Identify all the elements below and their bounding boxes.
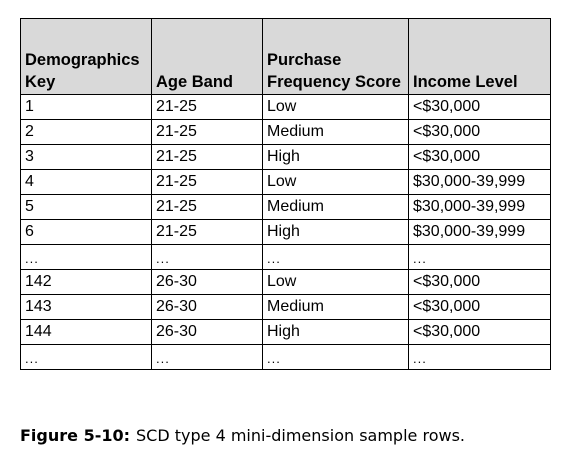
cell-ellipsis: ...	[151, 244, 263, 270]
cell-age-band: 26-30	[151, 319, 263, 345]
cell-demographics-key: 144	[20, 319, 152, 345]
cell-income-level: <$30,000	[408, 119, 551, 145]
header-age-band: Age Band	[151, 18, 263, 95]
cell-purchase-frequency-score: High	[262, 319, 409, 345]
cell-income-level: <$30,000	[408, 144, 551, 170]
header-purchase-frequency-score: Purchase Frequency Score	[262, 18, 409, 95]
cell-income-level: $30,000-39,999	[408, 219, 551, 245]
cell-income-level: <$30,000	[408, 319, 551, 345]
cell-demographics-key: 142	[20, 269, 152, 295]
figure-caption-text: SCD type 4 mini-dimension sample rows.	[136, 426, 465, 445]
cell-ellipsis: ...	[262, 344, 409, 370]
table-row: 144 26-30 High <$30,000	[20, 319, 551, 345]
cell-purchase-frequency-score: Low	[262, 269, 409, 295]
cell-ellipsis: ...	[20, 244, 152, 270]
cell-purchase-frequency-score: High	[262, 144, 409, 170]
header-income-level: Income Level	[408, 18, 551, 95]
table-row: 2 21-25 Medium <$30,000	[20, 119, 551, 145]
cell-purchase-frequency-score: Low	[262, 169, 409, 195]
cell-purchase-frequency-score: Low	[262, 94, 409, 120]
cell-purchase-frequency-score: Medium	[262, 194, 409, 220]
cell-demographics-key: 6	[20, 219, 152, 245]
table-row: 143 26-30 Medium <$30,000	[20, 294, 551, 320]
cell-demographics-key: 143	[20, 294, 152, 320]
table-header-row: Demographics Key Age Band Purchase Frequ…	[20, 18, 551, 95]
table-row-ellipsis: ... ... ... ...	[20, 244, 551, 270]
table-row: 4 21-25 Low $30,000-39,999	[20, 169, 551, 195]
table-row-ellipsis: ... ... ... ...	[20, 344, 551, 370]
cell-income-level: <$30,000	[408, 269, 551, 295]
cell-income-level: $30,000-39,999	[408, 194, 551, 220]
table-row: 1 21-25 Low <$30,000	[20, 94, 551, 120]
cell-age-band: 21-25	[151, 144, 263, 170]
figure-caption: Figure 5-10: SCD type 4 mini-dimension sa…	[20, 426, 465, 445]
cell-ellipsis: ...	[151, 344, 263, 370]
cell-purchase-frequency-score: High	[262, 219, 409, 245]
cell-demographics-key: 5	[20, 194, 152, 220]
table-row: 6 21-25 High $30,000-39,999	[20, 219, 551, 245]
cell-age-band: 21-25	[151, 169, 263, 195]
figure-caption-label: Figure 5-10:	[20, 426, 131, 445]
cell-age-band: 26-30	[151, 294, 263, 320]
cell-age-band: 21-25	[151, 119, 263, 145]
cell-demographics-key: 3	[20, 144, 152, 170]
header-demographics-key: Demographics Key	[20, 18, 152, 95]
cell-demographics-key: 4	[20, 169, 152, 195]
cell-ellipsis: ...	[408, 244, 551, 270]
sample-rows-table-container: Demographics Key Age Band Purchase Frequ…	[20, 18, 551, 370]
table-row: 142 26-30 Low <$30,000	[20, 269, 551, 295]
cell-age-band: 21-25	[151, 94, 263, 120]
table-row: 3 21-25 High <$30,000	[20, 144, 551, 170]
cell-age-band: 21-25	[151, 194, 263, 220]
cell-age-band: 21-25	[151, 219, 263, 245]
cell-income-level: <$30,000	[408, 294, 551, 320]
cell-ellipsis: ...	[262, 244, 409, 270]
cell-income-level: <$30,000	[408, 94, 551, 120]
cell-purchase-frequency-score: Medium	[262, 294, 409, 320]
mini-dimension-table: Demographics Key Age Band Purchase Frequ…	[20, 18, 551, 370]
table-row: 5 21-25 Medium $30,000-39,999	[20, 194, 551, 220]
cell-income-level: $30,000-39,999	[408, 169, 551, 195]
cell-age-band: 26-30	[151, 269, 263, 295]
cell-ellipsis: ...	[20, 344, 152, 370]
cell-demographics-key: 2	[20, 119, 152, 145]
cell-ellipsis: ...	[408, 344, 551, 370]
cell-purchase-frequency-score: Medium	[262, 119, 409, 145]
cell-demographics-key: 1	[20, 94, 152, 120]
